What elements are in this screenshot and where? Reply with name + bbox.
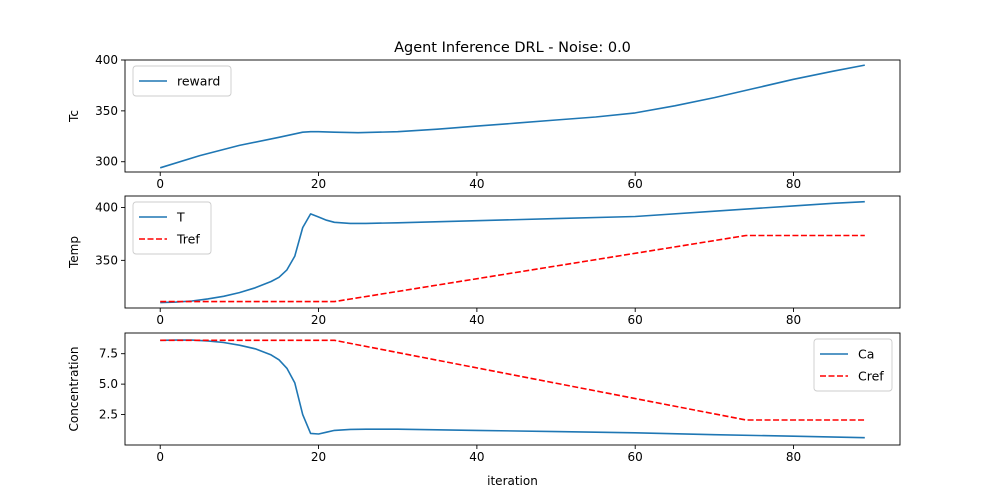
subplot-reward: 0 20 40 60 80 300 350 400 Agent Inference DRL - …: [67, 40, 901, 191]
series-line-cref: [160, 339, 865, 421]
x-tick-label: 40: [469, 313, 484, 327]
legend-label-reward: reward: [177, 74, 220, 89]
y-tick-label: 2.5: [99, 408, 118, 422]
y-tick-label: 5.0: [99, 377, 118, 391]
y-tick-label: 400: [95, 201, 118, 215]
x-tick-label: 80: [786, 450, 801, 464]
legend-label-tref: Tref: [176, 232, 200, 247]
y-axis-label: Tc: [67, 110, 81, 123]
legend: Ca Cref: [813, 338, 893, 392]
x-tick-label: 0: [156, 177, 164, 191]
legend: T Tref: [132, 201, 212, 255]
series-line-tref: [160, 234, 865, 303]
legend-label-t: T: [176, 210, 185, 225]
chart-title: Agent Inference DRL - Noise: 0.0: [394, 40, 631, 56]
y-tick-label: 350: [95, 104, 118, 118]
x-tick-label: 60: [628, 177, 643, 191]
x-tick-label: 0: [156, 450, 164, 464]
legend-box: [132, 201, 212, 255]
legend: reward: [132, 65, 232, 97]
x-tick-label: 60: [628, 450, 643, 464]
x-tick-label: 80: [786, 313, 801, 327]
x-tick-label: 60: [628, 313, 643, 327]
x-tick-label: 20: [311, 313, 326, 327]
y-tick-label: 7.5: [99, 347, 118, 361]
legend-box: [132, 65, 232, 97]
x-tick-label: 40: [469, 450, 484, 464]
x-tick-label: 80: [786, 177, 801, 191]
series-line-t: [160, 200, 865, 304]
subplot-temperature: 0 20 40 60 80 350 400 Temp T Tref: [67, 195, 901, 327]
axes-frame: [124, 195, 901, 309]
y-axis-label: Temp: [67, 236, 81, 269]
x-tick-label: 20: [311, 450, 326, 464]
x-tick-label: 40: [469, 177, 484, 191]
x-axis-label: iteration: [487, 474, 538, 488]
y-tick-label: 300: [95, 155, 118, 169]
x-tick-label: 0: [156, 313, 164, 327]
legend-box: [813, 338, 893, 392]
series-line-reward: [159, 64, 865, 169]
subplot-concentration: 0 20 40 60 80 2.5 5.0 7.5 Concentration iteration…: [67, 332, 901, 488]
y-tick-label: 400: [95, 53, 118, 67]
axes-frame: [124, 332, 901, 446]
y-tick-label: 350: [95, 253, 118, 267]
series-line-ca: [160, 339, 865, 439]
legend-label-ca: Ca: [858, 347, 874, 362]
axes-frame: [124, 59, 901, 173]
x-tick-label: 20: [311, 177, 326, 191]
legend-label-cref: Cref: [858, 369, 884, 384]
y-axis-label: Concentration: [67, 347, 81, 432]
